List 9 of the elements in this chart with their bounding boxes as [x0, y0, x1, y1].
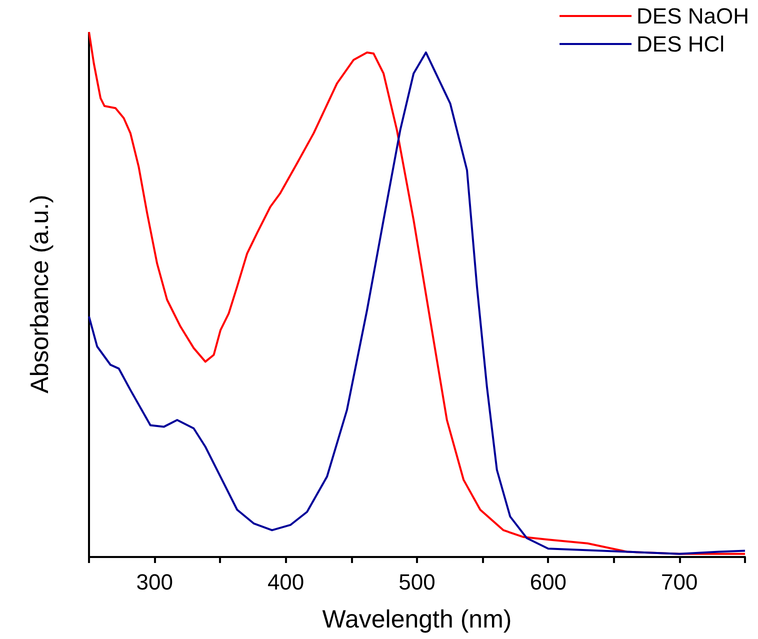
x-tick-label: 700 [661, 570, 698, 594]
x-tick-label: 400 [267, 570, 304, 594]
x-tick-label: 500 [398, 570, 436, 594]
legend-label: DES HCl [636, 32, 725, 56]
x-tick-label: 300 [136, 570, 173, 594]
y-axis-title: Absorbance (a.u.) [26, 194, 54, 394]
legend-label: DES NaOH [636, 4, 750, 28]
x-tick-label: 600 [530, 570, 567, 594]
x-axis-title: Wavelength (nm) [322, 606, 512, 634]
